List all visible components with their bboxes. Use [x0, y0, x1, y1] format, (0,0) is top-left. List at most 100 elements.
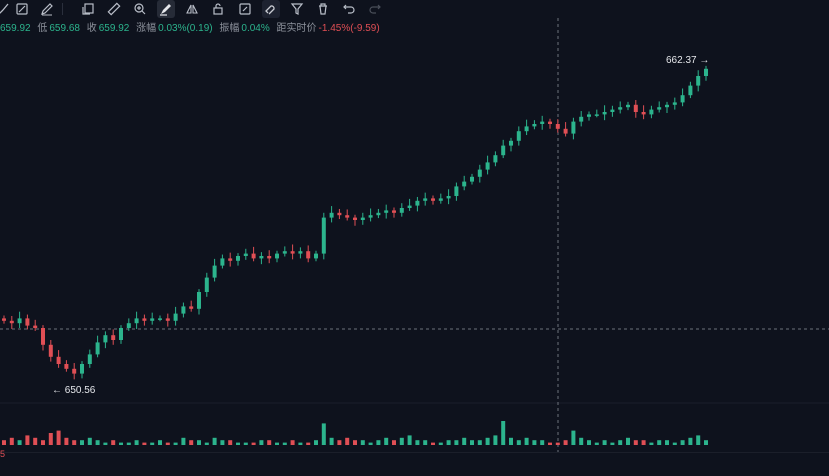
volume-bar — [228, 440, 233, 445]
candle-body — [158, 318, 162, 320]
open-value: 659.92 — [0, 23, 31, 34]
volume-bar — [485, 437, 490, 445]
volume-bar — [189, 440, 194, 445]
candle-body — [251, 253, 256, 259]
candle-body — [345, 215, 350, 218]
volume-bar — [259, 440, 264, 445]
volume-bar — [516, 440, 521, 445]
volume-bar — [657, 440, 662, 445]
candle-body — [282, 251, 287, 254]
candle-body — [446, 196, 451, 199]
amplitude-label: 振幅 — [219, 23, 240, 34]
candle-body — [267, 256, 272, 259]
candle-body — [462, 181, 467, 187]
ruler-icon[interactable] — [105, 0, 123, 18]
candle-body — [314, 253, 318, 259]
volume-bar — [80, 440, 84, 445]
brush-icon[interactable] — [0, 0, 13, 18]
pencil-icon[interactable] — [38, 0, 56, 18]
candle-body — [259, 256, 264, 259]
volume-bar — [602, 440, 607, 445]
volume-bar — [392, 440, 396, 445]
volume-bar — [2, 440, 6, 445]
volume-bar — [540, 440, 545, 445]
candle-body — [321, 217, 326, 254]
volume-bar — [48, 433, 53, 445]
candle-body — [579, 116, 584, 122]
trash-icon[interactable] — [314, 0, 332, 18]
candle-body — [672, 102, 677, 105]
volume-bar — [204, 442, 209, 445]
volume-bar — [345, 437, 350, 445]
mirror-icon[interactable] — [183, 0, 201, 18]
candle-body — [17, 318, 22, 324]
volume-bar — [688, 437, 693, 445]
volume-bar — [672, 442, 677, 445]
volume-bar — [384, 437, 389, 445]
candle-body — [111, 335, 116, 340]
volume-bar — [306, 442, 311, 445]
volume-bar — [64, 437, 69, 445]
candle-body — [696, 76, 701, 86]
volume-bar — [415, 440, 420, 445]
volume-bar — [95, 440, 100, 445]
candle-body — [165, 318, 170, 321]
volume-bar — [618, 440, 623, 445]
draw-icon[interactable] — [157, 0, 175, 18]
candle-body — [626, 104, 630, 108]
line-pattern-icon[interactable] — [13, 0, 31, 18]
filter-icon[interactable] — [288, 0, 306, 18]
candle-body — [704, 68, 708, 76]
candle-body — [407, 205, 412, 208]
candle-body — [64, 364, 69, 369]
low-value: 659.68 — [49, 23, 80, 34]
candle-body — [173, 313, 178, 321]
low-price-label: ← 650.56 — [52, 385, 95, 396]
volume-bar — [633, 440, 638, 445]
candle-body — [649, 109, 654, 115]
zoom-in-icon[interactable] — [131, 0, 149, 18]
candle-body — [33, 325, 38, 328]
candle-body — [493, 155, 498, 163]
volume-bar — [462, 437, 467, 445]
candle-body — [360, 217, 365, 220]
volume-bar — [56, 430, 61, 445]
candle-body — [9, 320, 14, 324]
redo-icon[interactable] — [366, 0, 384, 18]
candle-body — [438, 198, 443, 201]
volume-bar — [470, 440, 474, 445]
volume-bar — [282, 442, 287, 445]
volume-bar — [126, 442, 131, 445]
candle-body — [431, 198, 435, 201]
volume-bar — [17, 440, 22, 445]
volume-bar — [165, 442, 170, 445]
lock-icon[interactable] — [209, 0, 227, 18]
volume-bar — [119, 442, 123, 445]
volume-bar — [181, 437, 186, 445]
candle-body — [477, 169, 482, 177]
candle-body — [197, 292, 201, 309]
magnet-icon[interactable] — [262, 0, 280, 18]
candle-body — [142, 318, 147, 321]
candle-body — [126, 323, 131, 328]
candle-body — [103, 335, 108, 343]
candle-body — [228, 258, 233, 261]
candle-body — [524, 126, 529, 132]
candle-body — [2, 318, 6, 321]
undo-icon[interactable] — [340, 0, 358, 18]
candle-body — [181, 306, 186, 314]
volume-bar — [524, 437, 529, 445]
volume-bar — [353, 440, 357, 445]
candle-body — [134, 318, 139, 324]
edit-box-icon[interactable] — [236, 0, 254, 18]
indicator-panel — [0, 452, 829, 476]
copy-icon[interactable] — [79, 0, 97, 18]
volume-bar — [641, 440, 646, 445]
volume-bar — [368, 442, 373, 445]
realtime-value: -1.45%(-9.59) — [318, 23, 380, 34]
volume-bar — [423, 440, 428, 445]
volume-bar — [298, 442, 303, 445]
volume-bar — [33, 437, 38, 445]
volume-bar — [251, 442, 256, 445]
